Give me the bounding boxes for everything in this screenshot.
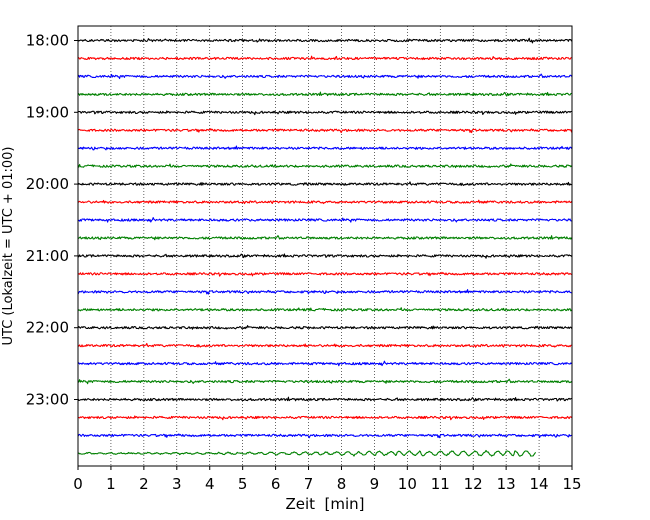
x-tick-label: 9 [370,475,380,493]
seismic-trace [77,145,573,151]
seismic-trace [77,181,572,187]
seismic-trace [77,271,572,277]
trace-layer [77,37,573,457]
x-tick-label: 11 [431,475,450,493]
seismic-trace [77,199,573,205]
seismic-trace [77,37,573,44]
y-axis-label: UTC (Lokalzeit = UTC + 01:00) [1,147,16,346]
x-tick-label: 8 [337,475,347,493]
seismic-trace [77,163,573,169]
x-tick-label: 14 [530,475,549,493]
seismic-trace [77,378,573,385]
x-axis-label: Zeit [min] [285,495,364,513]
x-tick-label: 15 [562,475,581,493]
x-tick-label: 7 [304,475,314,493]
x-tick-label: 2 [139,475,149,493]
seismic-trace [77,325,573,330]
seismic-trace [77,91,572,97]
seismic-trace [77,73,573,80]
x-tick-label: 1 [106,475,116,493]
y-tick-label: 22:00 [26,319,69,337]
seismic-trace [77,307,573,312]
x-ticks: 0 1 2 3 4 5 6 7 8 9 10 11 12 13 14 15 [73,466,582,493]
plot-frame [77,25,573,467]
y-tick-label: 23:00 [26,391,69,409]
seismic-trace [77,289,572,295]
x-tick-label: 5 [238,475,248,493]
seismic-trace [77,342,572,348]
x-tick-label: 10 [398,475,417,493]
x-tick-label: 6 [271,475,281,493]
seismic-trace [77,110,572,116]
x-tick-label: 13 [497,475,516,493]
seismic-trace [77,235,573,241]
seismic-trace [77,55,572,61]
seismic-trace [77,449,537,457]
seismic-trace [77,253,573,259]
y-tick-label: 21:00 [26,247,69,265]
y-tick-label: 20:00 [26,175,69,193]
seismic-trace [77,128,573,134]
y-tick-label: 18:00 [26,32,69,50]
y-tick-label: 19:00 [26,103,69,121]
seismic-trace [77,433,572,439]
x-tick-label: 0 [73,475,83,493]
seismic-trace [77,396,572,402]
seismic-trace [77,415,572,421]
x-tick-label: 3 [172,475,182,493]
seismic-trace [77,360,573,367]
seismic-trace [77,217,572,223]
x-tick-label: 12 [464,475,483,493]
x-tick-label: 4 [205,475,215,493]
y-ticks: 18:00 19:00 20:00 21:00 22:00 23:00 [26,32,78,409]
grid-layer [110,26,540,466]
